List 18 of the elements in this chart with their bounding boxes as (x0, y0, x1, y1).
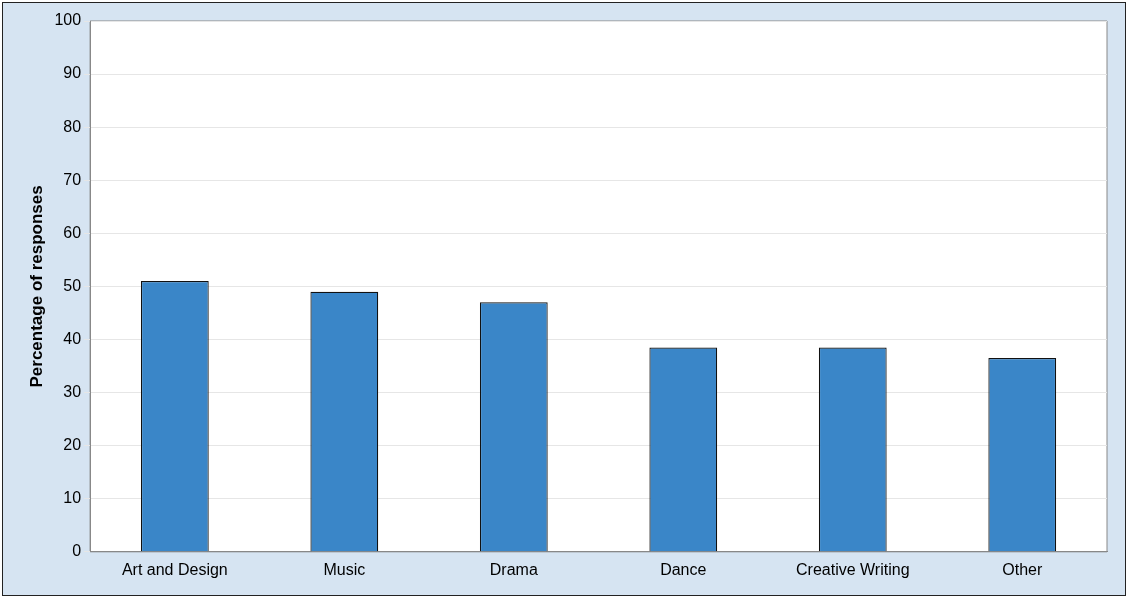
y-tick-label: 80 (63, 117, 82, 135)
x-tick-label: Dance (660, 560, 707, 578)
y-tick-label: 60 (63, 223, 82, 241)
x-tick-label: Music (323, 560, 366, 578)
y-tick-label: 90 (63, 64, 82, 82)
x-tick-label: Art and Design (121, 560, 228, 578)
x-tick-label: Other (1002, 560, 1043, 578)
y-tick-label: 40 (63, 329, 82, 347)
y-axis-title: Percentage of responses (26, 185, 46, 388)
y-tick-label: 50 (63, 276, 82, 294)
y-tick-label: 100 (54, 11, 82, 29)
y-tick-label: 10 (63, 489, 82, 507)
y-tick-label: 30 (63, 382, 82, 400)
x-tick-label: Drama (489, 560, 538, 578)
y-tick-label: 20 (63, 436, 82, 454)
y-tick-label: 70 (63, 170, 82, 188)
x-tick-label: Creative Writing (796, 560, 910, 578)
y-tick-label: 0 (72, 542, 82, 560)
